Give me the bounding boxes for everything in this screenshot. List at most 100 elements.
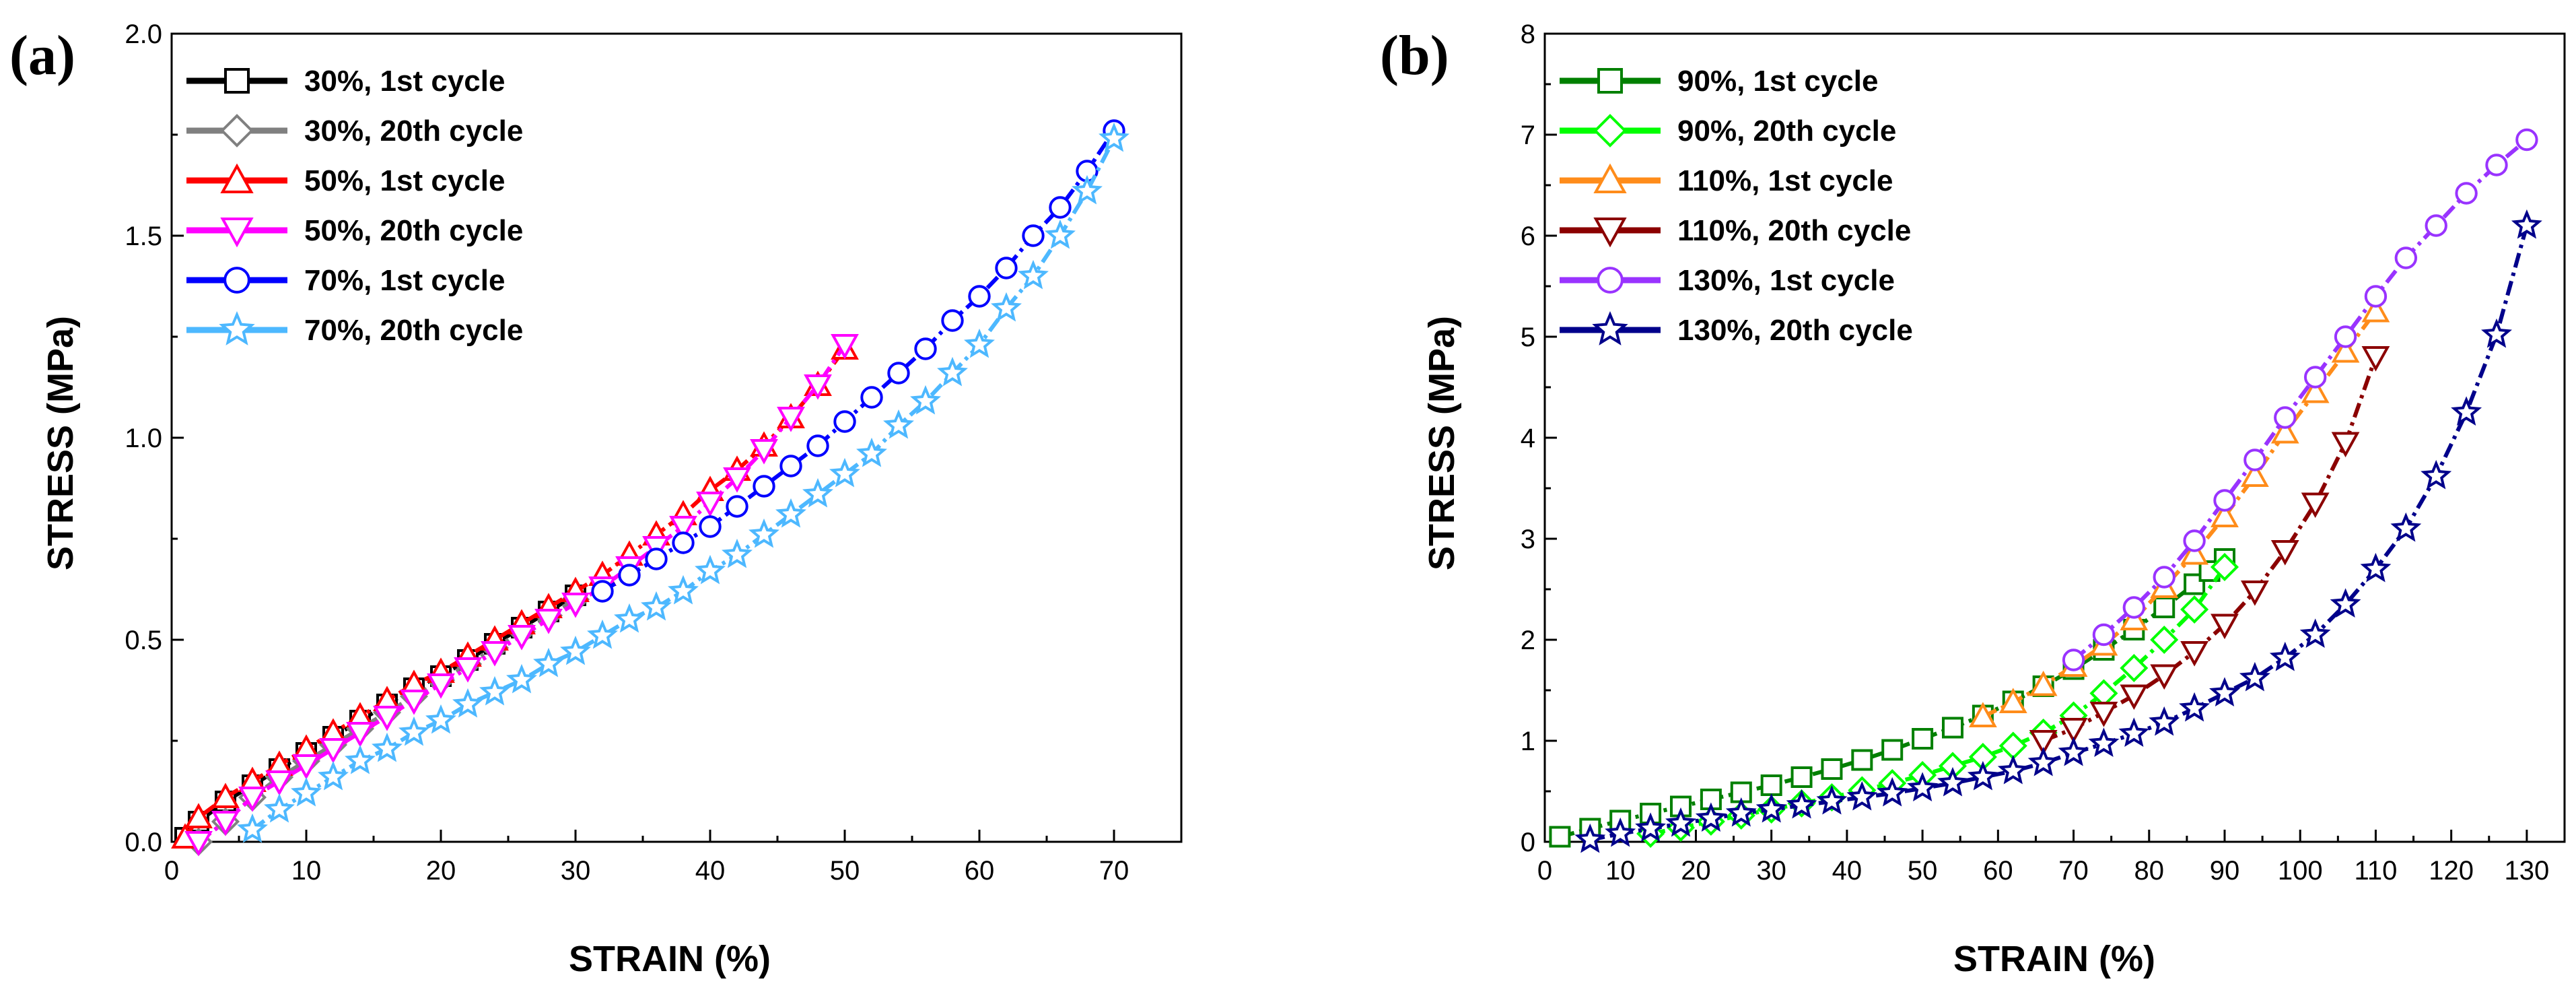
data-point (1942, 717, 1963, 739)
data-point (1755, 793, 1787, 823)
axes-box (170, 32, 1183, 843)
series-2 (1636, 552, 2239, 849)
data-point (2331, 337, 2360, 363)
data-point (211, 811, 240, 836)
data-point (346, 722, 374, 748)
data-point (937, 356, 968, 387)
data-point (749, 518, 779, 548)
y-tick-label: 0.0 (125, 828, 162, 857)
data-point (2059, 718, 2088, 743)
legend-item: 50%, 1st cycle (186, 163, 505, 197)
data-point (2150, 664, 2179, 690)
data-point (561, 593, 590, 618)
data-point (2330, 588, 2361, 618)
data-point (1790, 766, 1813, 788)
data-point (2243, 449, 2266, 471)
legend-label: 130%, 20th cycle (1677, 314, 1913, 347)
data-point (2240, 461, 2269, 487)
series-line (2072, 138, 2528, 662)
data-point (1821, 758, 1843, 780)
y-tick-label: 2 (1521, 626, 1535, 655)
data-point (2122, 596, 2146, 619)
data-point (508, 625, 536, 651)
data-point (425, 704, 456, 734)
data-point (1907, 772, 1939, 802)
legend-label: 50%, 20th cycle (304, 214, 523, 247)
data-point (1045, 219, 1076, 249)
data-point (2120, 684, 2149, 710)
y-tick-label: 0 (1521, 828, 1535, 857)
data-point (968, 285, 991, 308)
data-point (2240, 581, 2269, 606)
data-point (2301, 492, 2330, 519)
y-tick-label: 7 (1521, 121, 1535, 150)
data-point (2149, 706, 2180, 736)
x-tick-label: 110 (2355, 856, 2398, 886)
data-point (1665, 807, 1696, 837)
x-tick-label: 50 (830, 856, 860, 886)
legend-marker (1592, 310, 1628, 345)
data-point (2239, 661, 2270, 692)
x-tick-label: 40 (695, 856, 726, 886)
x-tick-label: 130 (2505, 856, 2550, 886)
legend-label: 30%, 20th cycle (304, 114, 523, 147)
data-point (1937, 766, 1968, 797)
legend-item: 70%, 20th cycle (186, 310, 523, 347)
data-point (534, 609, 563, 634)
data-point (2092, 623, 2116, 647)
data-point (2153, 566, 2175, 589)
legend-marker (1593, 114, 1627, 147)
data-point (669, 516, 697, 541)
data-point (2485, 154, 2508, 176)
data-point (2331, 432, 2360, 458)
data-point (964, 328, 995, 358)
data-point (2118, 717, 2150, 748)
data-point (1635, 812, 1667, 842)
data-point (1022, 224, 1045, 247)
data-point (856, 437, 887, 467)
data-point (2364, 285, 2388, 308)
data-point (1049, 196, 1072, 219)
data-point (2421, 459, 2452, 490)
data-point (479, 675, 510, 706)
x-axis-title: STRAIN (%) (569, 939, 771, 979)
tick-labels: 0 10 20 30 40 50 60 70 80 90 100 110 120 130 0 1 2 3 4 5 6 7 8 (1521, 20, 2550, 886)
data-point (318, 760, 349, 791)
x-tick-label: 40 (1832, 856, 1863, 886)
data-point (668, 574, 699, 605)
legend-label: 50%, 1st cycle (304, 164, 505, 197)
data-point (2180, 595, 2209, 624)
data-point (672, 531, 695, 554)
legend-marker (220, 218, 254, 248)
y-tick-label: 6 (1521, 222, 1535, 251)
data-point (2211, 502, 2239, 527)
data-point (753, 475, 775, 498)
data-point (533, 647, 564, 677)
data-point (2361, 296, 2390, 323)
legend-marker (223, 267, 250, 294)
data-point (1816, 785, 1848, 815)
y-axis-title: STRESS (MPa) (1422, 316, 1462, 570)
data-point (2183, 529, 2206, 552)
data-point (2213, 489, 2236, 512)
data-point (345, 744, 376, 774)
x-tick-label: 60 (1983, 856, 2013, 886)
legend: 30%, 1st cycle 30%, 20th cycle 50%, 1st cy… (186, 65, 523, 347)
x-tick-label: 30 (561, 856, 591, 886)
data-point (319, 738, 347, 764)
panel-a: (a) STRAIN (%) STRESS (MPa) 0 10 20 30 40 50 6… (9, 20, 1183, 979)
axes-box (1543, 32, 2566, 843)
data-point (883, 409, 914, 439)
data-point (452, 688, 483, 718)
legend-label: 90%, 1st cycle (1677, 65, 1878, 98)
data-point (833, 410, 856, 433)
panel-b: (b) STRAIN (%) STRESS (MPa) 0 10 20 30 40 50 6… (1380, 20, 2566, 979)
data-point (372, 732, 403, 762)
data-point (1846, 781, 1878, 811)
data-point (291, 776, 322, 807)
data-point (2089, 702, 2118, 727)
x-tick-label: 70 (2058, 856, 2089, 886)
data-point (2301, 377, 2330, 403)
x-tick-label: 120 (2429, 856, 2474, 886)
